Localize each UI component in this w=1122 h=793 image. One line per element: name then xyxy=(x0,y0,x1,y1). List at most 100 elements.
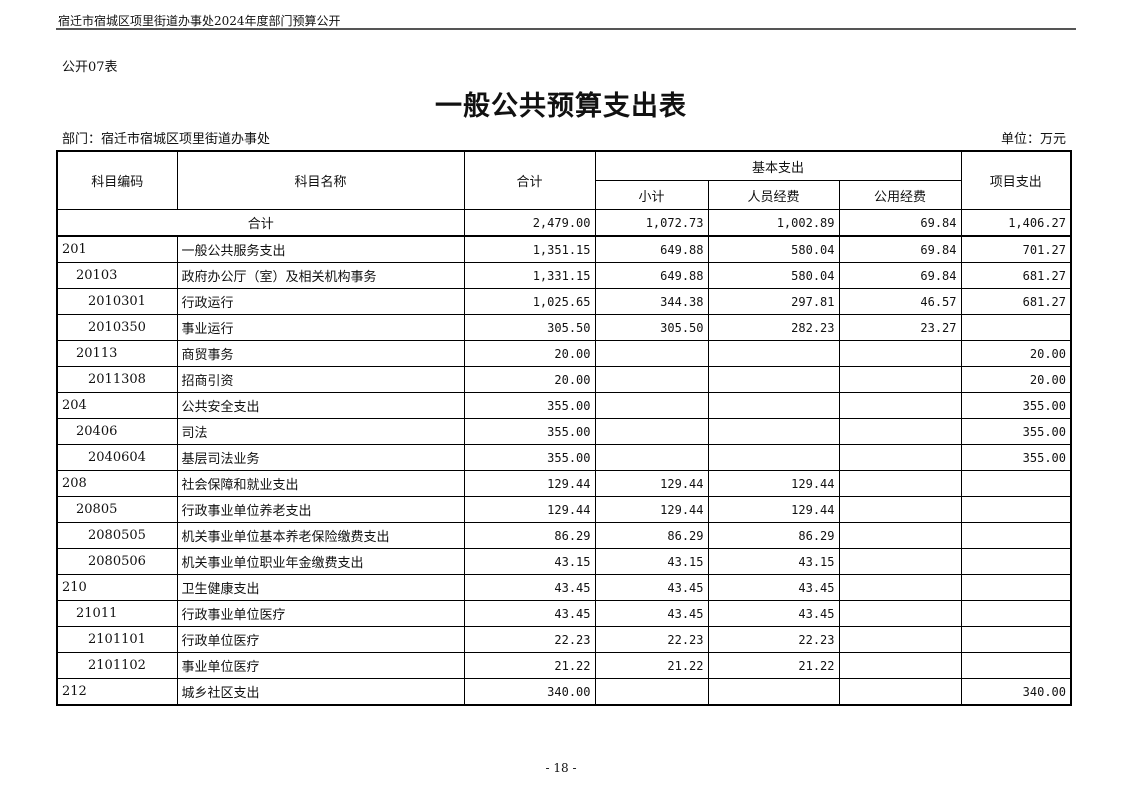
cell-project xyxy=(960,600,1072,627)
cell-personnel: 43.15 xyxy=(707,548,840,575)
cell-total: 22.23 xyxy=(463,626,596,653)
total-total: 2,479.00 xyxy=(463,209,596,237)
col-subtotal: 小计 xyxy=(594,180,709,210)
cell-code: 210 xyxy=(56,574,178,601)
cell-personnel: 43.45 xyxy=(707,600,840,627)
cell-name: 公共安全支出 xyxy=(176,392,465,419)
cell-code: 208 xyxy=(56,470,178,497)
cell-public xyxy=(838,392,962,419)
cell-personnel: 22.23 xyxy=(707,626,840,653)
cell-code: 20113 xyxy=(56,340,178,367)
cell-subtotal: 86.29 xyxy=(594,522,709,549)
cell-code: 2101102 xyxy=(56,652,178,679)
cell-name: 事业运行 xyxy=(176,314,465,341)
col-project: 项目支出 xyxy=(960,150,1072,210)
cell-project xyxy=(960,574,1072,601)
cell-project xyxy=(960,626,1072,653)
cell-name: 事业单位医疗 xyxy=(176,652,465,679)
cell-subtotal: 43.45 xyxy=(594,600,709,627)
table-row: 2080505 机关事业单位基本养老保险缴费支出 86.29 86.29 86.29 xyxy=(56,522,1072,549)
cell-project xyxy=(960,496,1072,523)
cell-name: 行政事业单位养老支出 xyxy=(176,496,465,523)
cell-code: 2010350 xyxy=(56,314,178,341)
cell-subtotal: 129.44 xyxy=(594,470,709,497)
cell-name: 商贸事务 xyxy=(176,340,465,367)
cell-total: 86.29 xyxy=(463,522,596,549)
table-row: 212 城乡社区支出 340.00 340.00 xyxy=(56,678,1072,706)
table-row: 2010350 事业运行 305.50 305.50 282.23 23.27 xyxy=(56,314,1072,341)
cell-project: 701.27 xyxy=(960,235,1072,263)
cell-total: 1,025.65 xyxy=(463,288,596,315)
cell-total: 43.45 xyxy=(463,600,596,627)
cell-total: 305.50 xyxy=(463,314,596,341)
total-row: 合计 2,479.00 1,072.73 1,002.89 69.84 1,40… xyxy=(56,209,1072,237)
cell-code: 2040604 xyxy=(56,444,178,471)
cell-personnel xyxy=(707,678,840,706)
page-number: - 18 - xyxy=(545,761,577,775)
cell-personnel xyxy=(707,418,840,445)
cell-subtotal: 43.15 xyxy=(594,548,709,575)
cell-code: 212 xyxy=(56,678,178,706)
cell-name: 行政单位医疗 xyxy=(176,626,465,653)
cell-project: 355.00 xyxy=(960,444,1072,471)
cell-public xyxy=(838,496,962,523)
cell-code: 20103 xyxy=(56,262,178,289)
header-divider xyxy=(56,28,1076,30)
cell-personnel xyxy=(707,340,840,367)
form-number: 公开07表 xyxy=(62,60,118,75)
cell-code: 21011 xyxy=(56,600,178,627)
cell-code: 2011308 xyxy=(56,366,178,393)
cell-name: 机关事业单位基本养老保险缴费支出 xyxy=(176,522,465,549)
cell-total: 20.00 xyxy=(463,340,596,367)
cell-personnel: 297.81 xyxy=(707,288,840,315)
cell-name: 社会保障和就业支出 xyxy=(176,470,465,497)
cell-total: 43.15 xyxy=(463,548,596,575)
table-row: 201 一般公共服务支出 1,351.15 649.88 580.04 69.84 701.… xyxy=(56,235,1072,263)
table-row: 20406 司法 355.00 355.00 xyxy=(56,418,1072,445)
cell-public xyxy=(838,366,962,393)
cell-personnel: 580.04 xyxy=(707,262,840,289)
col-name: 科目名称 xyxy=(176,150,465,210)
cell-personnel: 43.45 xyxy=(707,574,840,601)
budget-table: 科目编码 科目名称 合计 基本支出 项目支出 小计 人员经费 公用经费 合计 2… xyxy=(56,150,1072,706)
cell-name: 一般公共服务支出 xyxy=(176,235,465,263)
cell-total: 1,331.15 xyxy=(463,262,596,289)
cell-personnel xyxy=(707,366,840,393)
cell-total: 340.00 xyxy=(463,678,596,706)
cell-subtotal: 344.38 xyxy=(594,288,709,315)
cell-subtotal: 43.45 xyxy=(594,574,709,601)
table-row: 2011308 招商引资 20.00 20.00 xyxy=(56,366,1072,393)
cell-code: 2010301 xyxy=(56,288,178,315)
table-row: 20113 商贸事务 20.00 20.00 xyxy=(56,340,1072,367)
cell-code: 2080506 xyxy=(56,548,178,575)
total-project: 1,406.27 xyxy=(960,209,1072,237)
cell-project xyxy=(960,652,1072,679)
cell-code: 204 xyxy=(56,392,178,419)
cell-name: 城乡社区支出 xyxy=(176,678,465,706)
cell-code: 20805 xyxy=(56,496,178,523)
cell-public: 46.57 xyxy=(838,288,962,315)
cell-code: 201 xyxy=(56,235,178,263)
cell-public: 69.84 xyxy=(838,262,962,289)
cell-total: 20.00 xyxy=(463,366,596,393)
cell-personnel: 129.44 xyxy=(707,470,840,497)
table-row: 2010301 行政运行 1,025.65 344.38 297.81 46.57 681.… xyxy=(56,288,1072,315)
cell-subtotal xyxy=(594,340,709,367)
cell-personnel xyxy=(707,392,840,419)
table-row: 20805 行政事业单位养老支出 129.44 129.44 129.44 xyxy=(56,496,1072,523)
cell-project xyxy=(960,548,1072,575)
cell-subtotal: 305.50 xyxy=(594,314,709,341)
cell-project xyxy=(960,470,1072,497)
cell-project xyxy=(960,522,1072,549)
col-personnel: 人员经费 xyxy=(707,180,840,210)
cell-subtotal xyxy=(594,418,709,445)
cell-total: 21.22 xyxy=(463,652,596,679)
cell-total: 129.44 xyxy=(463,470,596,497)
total-personnel: 1,002.89 xyxy=(707,209,840,237)
cell-subtotal: 129.44 xyxy=(594,496,709,523)
cell-personnel xyxy=(707,444,840,471)
unit-label: 单位：万元 xyxy=(1000,132,1066,147)
cell-project: 340.00 xyxy=(960,678,1072,706)
total-label: 合计 xyxy=(56,209,465,237)
cell-public xyxy=(838,600,962,627)
